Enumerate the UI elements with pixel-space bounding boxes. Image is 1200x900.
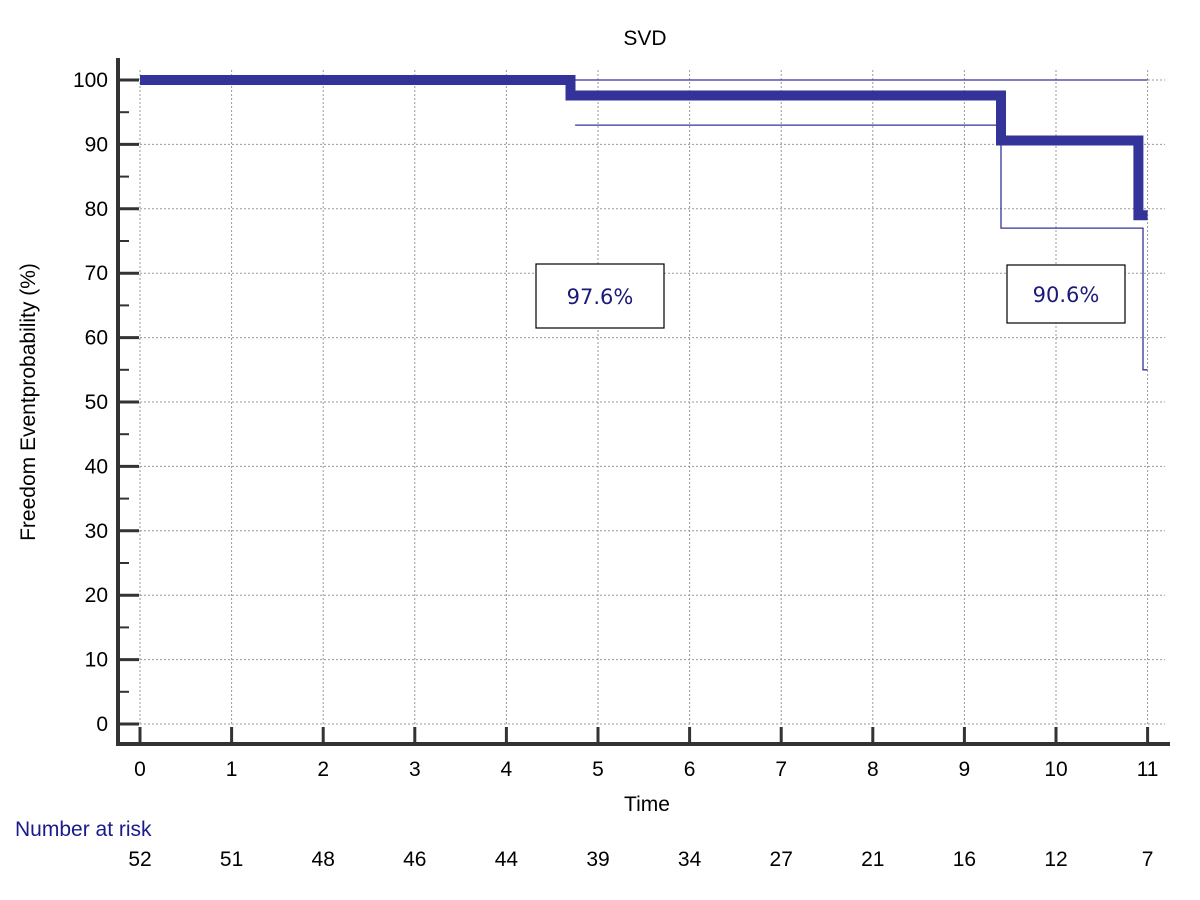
risk-value: 12 bbox=[1044, 848, 1067, 871]
x-tick-label: 6 bbox=[684, 758, 696, 781]
y-tick-label: 30 bbox=[85, 520, 108, 543]
x-tick-label: 5 bbox=[592, 758, 604, 781]
annotation-box bbox=[535, 263, 665, 329]
y-tick-label: 60 bbox=[85, 327, 108, 350]
x-tick-label: 0 bbox=[134, 758, 146, 781]
survival-curve bbox=[140, 75, 1148, 221]
risk-value: 52 bbox=[128, 848, 151, 871]
y-tick-label: 50 bbox=[85, 391, 108, 414]
survival-line bbox=[140, 75, 1148, 221]
gridlines bbox=[139, 70, 1165, 725]
risk-value: 7 bbox=[1142, 848, 1154, 871]
y-tick-label: 0 bbox=[96, 713, 108, 736]
y-axis-label: Freedom Eventprobability (%) bbox=[17, 263, 40, 541]
y-tick-label: 80 bbox=[85, 198, 108, 221]
x-tick-label: 2 bbox=[317, 758, 329, 781]
risk-value: 48 bbox=[312, 848, 335, 871]
number-at-risk-label: Number at risk bbox=[15, 818, 152, 841]
x-tick-label: 3 bbox=[409, 758, 421, 781]
x-tick-label: 11 bbox=[1137, 758, 1159, 781]
x-axis-label: Time bbox=[624, 793, 670, 816]
x-tick-label: 10 bbox=[1044, 758, 1067, 781]
x-tick-label: 4 bbox=[501, 758, 513, 781]
annotation-box bbox=[1006, 264, 1126, 324]
risk-value: 39 bbox=[586, 848, 609, 871]
x-tick-label: 7 bbox=[775, 758, 787, 781]
ci-line bbox=[575, 124, 1148, 371]
annotation-text: 97.6% bbox=[567, 285, 634, 309]
chart-title: SVD bbox=[623, 27, 666, 50]
risk-value: 51 bbox=[220, 848, 243, 871]
risk-value: 27 bbox=[770, 848, 793, 871]
risk-value: 21 bbox=[861, 848, 884, 871]
y-tick-label: 40 bbox=[85, 455, 108, 478]
annotation-text: 90.6% bbox=[1033, 283, 1100, 307]
axes: 0 10 20 30 40 50 60 70 80 90 100 0 1 2 3 4 5 6 7 8 9 10 11 bbox=[73, 58, 1170, 781]
annotations: 97.6% 90.6% bbox=[535, 263, 1126, 329]
y-tick-label: 100 bbox=[73, 69, 108, 92]
risk-value: 34 bbox=[678, 848, 702, 871]
number-at-risk-row: 52 51 48 46 44 39 34 27 21 16 12 7 bbox=[128, 848, 1153, 871]
y-tick-label: 20 bbox=[85, 584, 108, 607]
x-tick-label: 1 bbox=[226, 758, 238, 781]
y-tick-label: 90 bbox=[85, 133, 108, 156]
risk-value: 16 bbox=[953, 848, 976, 871]
y-tick-label: 10 bbox=[85, 649, 108, 672]
risk-value: 46 bbox=[403, 848, 426, 871]
y-tick-label: 70 bbox=[85, 262, 108, 285]
confidence-interval-lines bbox=[570, 79, 1148, 371]
risk-value: 44 bbox=[495, 848, 519, 871]
x-tick-label: 9 bbox=[959, 758, 971, 781]
x-tick-label: 8 bbox=[867, 758, 879, 781]
